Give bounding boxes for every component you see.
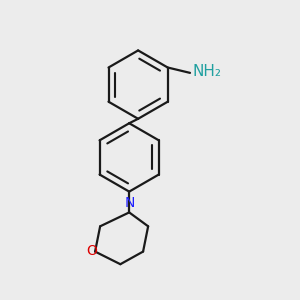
Text: O: O bbox=[86, 244, 97, 258]
Text: NH₂: NH₂ bbox=[192, 64, 221, 79]
Text: N: N bbox=[124, 196, 135, 210]
